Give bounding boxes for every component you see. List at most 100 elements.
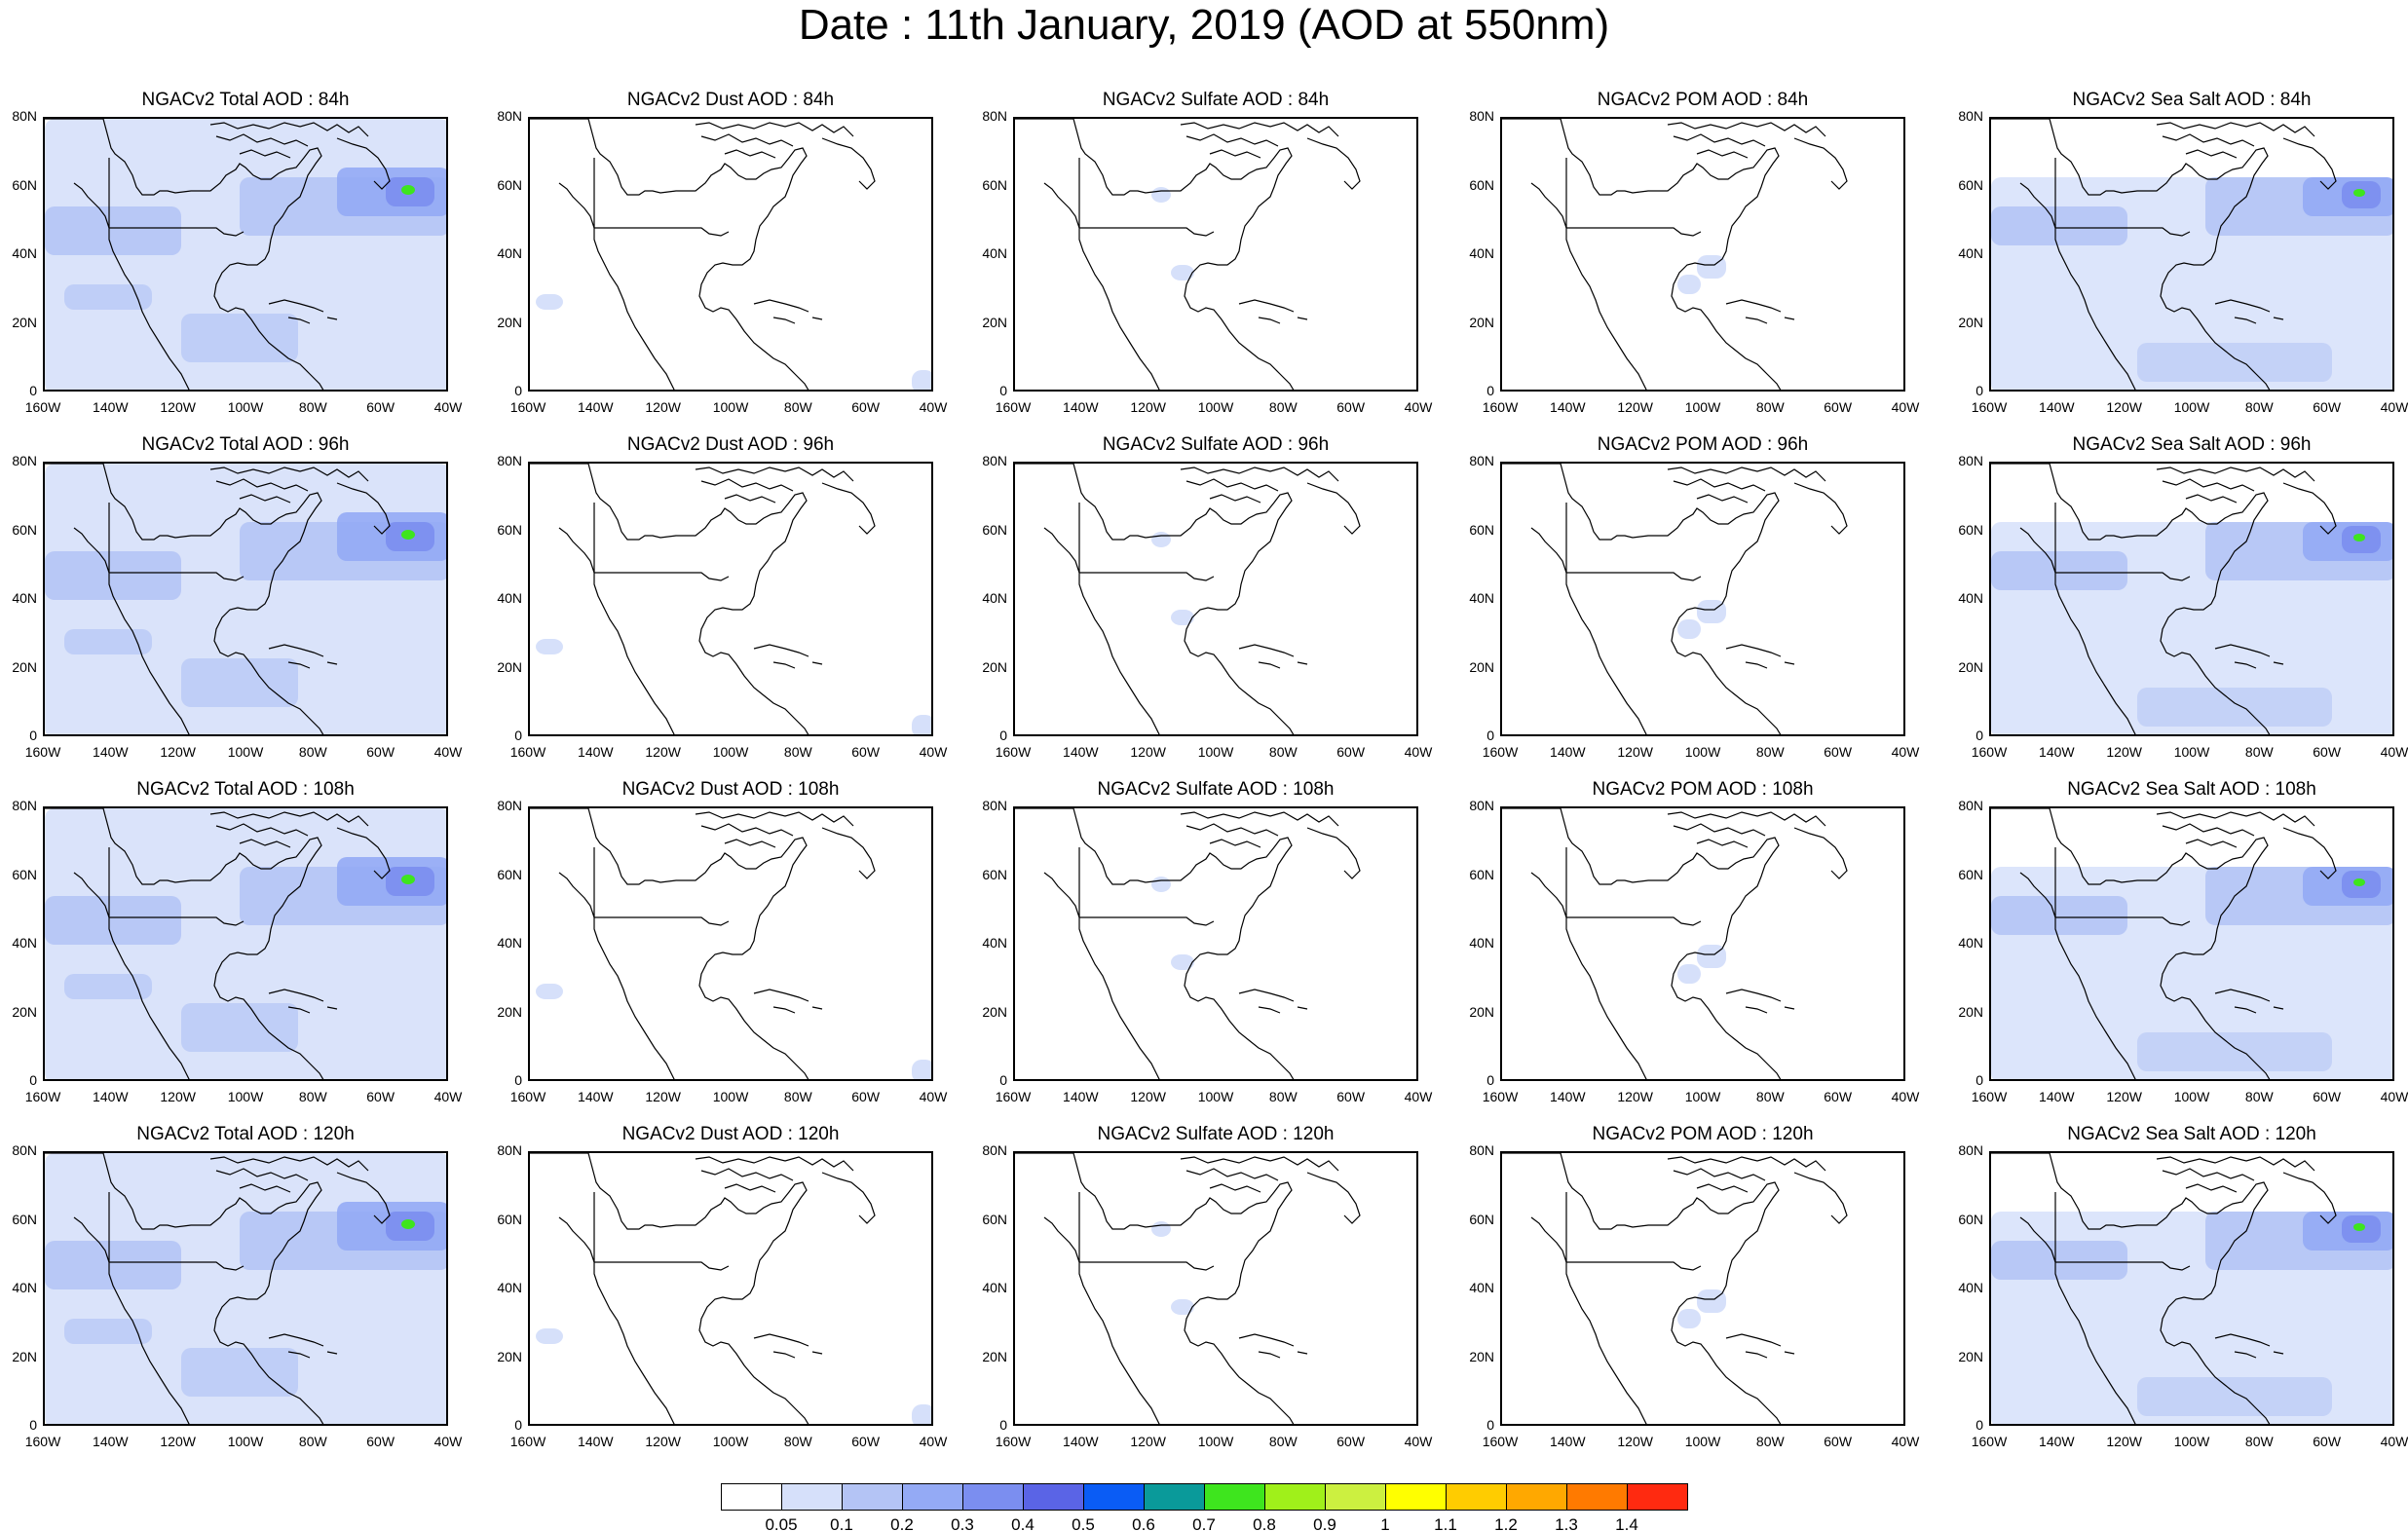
coastline <box>1566 572 1702 581</box>
lon-tick-label: 120W <box>645 399 681 415</box>
coastline <box>1258 317 1281 324</box>
lat-tick-label: 0 <box>1486 728 1494 743</box>
colorbar-segment <box>721 1483 782 1511</box>
coastline <box>821 137 876 190</box>
lon-tick-label: 100W <box>712 399 749 415</box>
colorbar-segment <box>1446 1483 1507 1511</box>
lat-tick-label: 60N <box>982 521 1007 538</box>
lat-tick-label: 80N <box>1958 798 1983 813</box>
lon-tick-label: 80W <box>1755 744 1785 760</box>
lat-tick-label: 20N <box>12 1348 37 1364</box>
coastline <box>1667 811 1826 827</box>
lat-tick-label: 40N <box>1958 245 1983 261</box>
coastline <box>2273 661 2284 665</box>
coastline <box>1180 1156 1339 1172</box>
aod-patch <box>536 639 563 654</box>
lat-tick-label: 0 <box>1975 1417 1983 1433</box>
coastline <box>753 989 809 1002</box>
aod-patch <box>181 1348 298 1397</box>
aod-patch <box>1151 187 1171 203</box>
coastline <box>1502 119 1782 390</box>
coastline <box>1238 1333 1295 1347</box>
lat-tick-label: 80N <box>1469 1142 1494 1158</box>
coastline <box>73 1216 190 1424</box>
lat-tick-label: 20N <box>1958 658 1983 675</box>
lon-tick-label: 120W <box>1617 399 1653 415</box>
coastline <box>1745 661 1768 669</box>
lon-tick-label: 60W <box>1824 1089 1853 1104</box>
lon-tick-label: 40W <box>1891 1089 1920 1104</box>
aod-patch <box>912 715 931 734</box>
lon-tick-label: 60W <box>851 1434 881 1449</box>
lat-tick-label: 0 <box>29 383 37 398</box>
lat-tick-label: 80N <box>1469 798 1494 813</box>
coastline <box>1185 478 1279 492</box>
panel-title: NGACv2 POM AOD : 84h <box>1597 90 1809 110</box>
coastline <box>2156 467 2315 482</box>
coastline <box>2185 494 2238 504</box>
aod-patch <box>2137 688 2332 727</box>
lon-tick-label: 140W <box>1550 1434 1586 1449</box>
aod-patch <box>64 1319 152 1344</box>
coastline <box>753 1333 809 1347</box>
colorbar-label: 1.2 <box>1494 1515 1518 1531</box>
coastline <box>2156 811 2315 827</box>
lat-tick-label: 60N <box>1469 521 1494 538</box>
coastline <box>1502 808 1782 1079</box>
lon-tick-label: 60W <box>366 1434 395 1449</box>
lat-tick-label: 0 <box>29 728 37 743</box>
colorbar-label: 0.1 <box>830 1515 853 1531</box>
colorbar-segment <box>1144 1483 1205 1511</box>
aod-patch <box>401 875 415 884</box>
coastline <box>2019 527 2136 734</box>
aod-patch <box>1991 896 2127 935</box>
lat-tick-label: 60N <box>497 521 522 538</box>
lat-tick-label: 0 <box>999 383 1007 398</box>
colorbar-segment <box>1325 1483 1386 1511</box>
lat-tick-label: 80N <box>12 1142 37 1158</box>
coastline <box>1238 299 1295 313</box>
aod-map <box>1991 464 2392 734</box>
lon-tick-label: 160W <box>24 744 61 760</box>
coastline <box>1530 872 1647 1079</box>
coastline <box>1209 494 1261 504</box>
lon-tick-label: 160W <box>24 399 61 415</box>
lat-tick-label: 0 <box>29 1417 37 1433</box>
coastline <box>558 872 675 1079</box>
aod-patch <box>1171 1299 1194 1315</box>
lat-tick-label: 40N <box>1469 1280 1494 1295</box>
lon-tick-label: 120W <box>2106 744 2142 760</box>
lon-tick-label: 160W <box>509 744 546 760</box>
lon-tick-label: 160W <box>1482 744 1519 760</box>
lat-tick-label: 20N <box>497 658 522 675</box>
coastline <box>695 811 854 827</box>
lon-tick-label: 100W <box>2173 1434 2210 1449</box>
coastline <box>1297 661 1308 665</box>
coastline <box>1566 916 1702 926</box>
coastline <box>326 1351 338 1355</box>
lon-tick-label: 160W <box>509 1434 546 1449</box>
coastline <box>287 317 311 324</box>
lat-tick-label: 40N <box>497 590 522 606</box>
aod-patch <box>912 370 931 390</box>
coastline <box>558 182 675 390</box>
aod-patch <box>45 206 181 255</box>
panel-title: NGACv2 Total AOD : 96h <box>141 434 350 455</box>
coastline <box>1530 182 1647 390</box>
coastline <box>215 823 309 837</box>
panel-title: NGACv2 Sulfate AOD : 84h <box>1102 90 1330 110</box>
lon-tick-label: 120W <box>1617 1434 1653 1449</box>
lon-tick-label: 100W <box>1684 1089 1721 1104</box>
lat-tick-label: 80N <box>497 108 522 124</box>
coastline <box>1784 317 1795 320</box>
coastline <box>326 661 338 665</box>
lon-tick-label: 80W <box>2244 1089 2274 1104</box>
coastline <box>336 137 391 190</box>
lat-tick-label: 0 <box>1486 1072 1494 1088</box>
panel-title: NGACv2 Dust AOD : 120h <box>621 1124 840 1144</box>
lon-tick-label: 40W <box>2380 1089 2408 1104</box>
coastline <box>594 916 730 926</box>
lat-tick-label: 40N <box>497 935 522 951</box>
panel-title: NGACv2 Total AOD : 120h <box>136 1124 355 1144</box>
lon-tick-label: 40W <box>919 744 948 760</box>
